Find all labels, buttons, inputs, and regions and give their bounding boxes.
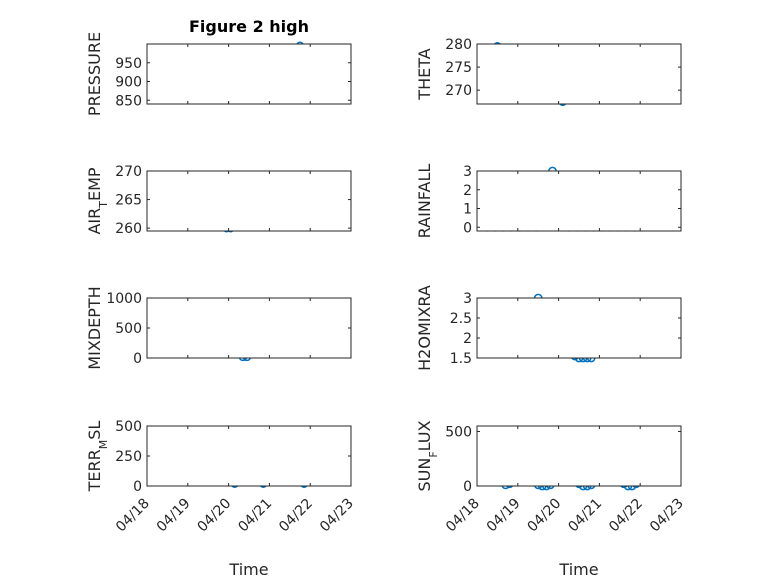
axes-box — [476, 425, 682, 487]
y-tick-label: 0 — [463, 479, 472, 495]
axes-box — [476, 170, 682, 232]
y-tick-label: 270 — [115, 164, 142, 180]
y-tick-label: 950 — [115, 56, 142, 72]
y-tick-label: 900 — [115, 75, 142, 91]
subplot-4: 0 1 2 3 RAINFALL — [415, 164, 682, 239]
y-axis-label: MIXDEPTH — [85, 286, 104, 369]
x-tick-label: 04/23 — [317, 496, 357, 536]
y-tick-label: 500 — [445, 424, 472, 440]
axes-box — [146, 170, 352, 232]
axes-box — [476, 297, 682, 359]
y-tick-label: 3 — [463, 164, 472, 180]
y-axis-label: SUNFLUX — [415, 420, 440, 491]
y-tick-label: 0 — [463, 220, 472, 236]
axes-box — [476, 43, 682, 105]
x-tick-label: 04/18 — [443, 496, 483, 536]
x-tick-label: 04/20 — [525, 496, 565, 536]
x-tick-label: 04/22 — [606, 496, 646, 536]
y-tick-label: 500 — [115, 419, 142, 435]
y-tick-label: 2 — [463, 183, 472, 199]
x-axis-label: Time — [558, 560, 598, 579]
x-tick-label: 04/23 — [647, 496, 687, 536]
x-tick-label: 04/21 — [565, 496, 605, 536]
y-axis-label: THETA — [415, 48, 434, 100]
y-axis-label: H2OMIXRA — [415, 285, 434, 371]
y-axis-label: PRESSURE — [85, 32, 104, 116]
axes-box — [146, 297, 352, 359]
x-tick-label: 04/20 — [195, 496, 235, 536]
subplot-3: 260 265 270 AIRTEMP — [85, 164, 352, 237]
y-axis-label: RAINFALL — [415, 164, 434, 239]
y-tick-label: 280 — [445, 37, 472, 53]
y-tick-label: 260 — [115, 221, 142, 237]
y-tick-label: 500 — [115, 321, 142, 337]
subplot-1: 850 900 950 PRESSURE Figure 2 high — [85, 17, 352, 116]
y-tick-label: 250 — [115, 449, 142, 465]
y-tick-label: 270 — [445, 83, 472, 99]
y-tick-label: 0 — [133, 479, 142, 495]
axes-box — [146, 425, 352, 487]
axes-box — [146, 43, 352, 105]
x-tick-label: 04/21 — [235, 496, 275, 536]
y-tick-label: 1000 — [106, 291, 142, 307]
y-axis-label: AIRTEMP — [85, 167, 110, 234]
x-tick-label: 04/19 — [484, 496, 524, 536]
y-tick-label: 0 — [133, 351, 142, 367]
x-tick-label: 04/19 — [154, 496, 194, 536]
y-tick-label: 1.5 — [450, 351, 472, 367]
y-tick-label: 265 — [115, 193, 142, 209]
y-tick-label: 1 — [463, 202, 472, 218]
x-tick-label: 04/18 — [113, 496, 153, 536]
y-tick-label: 2.5 — [450, 311, 472, 327]
chart-title: Figure 2 high — [189, 17, 309, 36]
y-tick-label: 850 — [115, 93, 142, 109]
y-tick-label: 275 — [445, 60, 472, 76]
x-tick-label: 04/22 — [276, 496, 316, 536]
x-axis-label: Time — [228, 560, 268, 579]
subplot-2: 270 275 280 THETA — [415, 37, 682, 107]
subplot-6: 1.5 2 2.5 3 H2OMIXRA — [415, 285, 682, 371]
y-tick-label: 3 — [463, 291, 472, 307]
y-axis-label: TERRMSL — [85, 421, 110, 493]
y-tick-label: 2 — [463, 331, 472, 347]
